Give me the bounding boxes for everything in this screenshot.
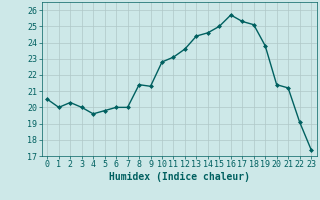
X-axis label: Humidex (Indice chaleur): Humidex (Indice chaleur) [109,172,250,182]
